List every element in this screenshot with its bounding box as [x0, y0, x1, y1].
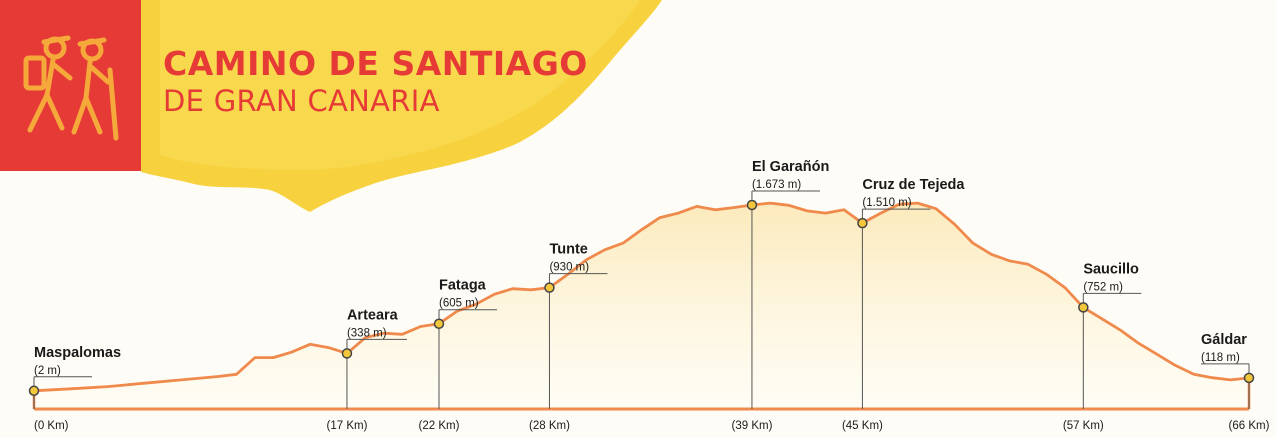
- km-tick-label: (0 Km): [34, 420, 69, 432]
- waypoint-name: Tunte: [549, 242, 587, 258]
- waypoint-elevation: (752 m): [1083, 281, 1123, 293]
- waypoint-elevation: (2 m): [34, 365, 61, 377]
- waypoint-name: El Garañón: [752, 159, 829, 175]
- waypoint-name: Maspalomas: [34, 345, 121, 361]
- hikers-icon: [23, 35, 119, 141]
- waypoint-marker: [1243, 372, 1255, 384]
- waypoint-marker: [857, 217, 868, 229]
- km-tick-label: (39 Km): [732, 420, 773, 432]
- waypoint-name: Gáldar: [1201, 332, 1247, 348]
- waypoint-name: Saucillo: [1083, 261, 1139, 277]
- waypoint-name: Cruz de Tejeda: [862, 177, 965, 193]
- waypoint-marker: [28, 385, 40, 397]
- waypoint-elevation: (930 m): [549, 262, 589, 274]
- km-tick-label: (45 Km): [842, 420, 883, 432]
- km-tick-label: (28 Km): [529, 420, 570, 432]
- waypoint-elevation: (338 m): [347, 327, 387, 339]
- waypoint-name: Arteara: [347, 307, 399, 323]
- waypoint-name: Fataga: [439, 278, 487, 294]
- waypoint-marker: [544, 282, 555, 293]
- page-title: CAMINO DE SANTIAGO: [163, 44, 588, 83]
- waypoint-elevation: (1.673 m): [752, 179, 801, 191]
- elevation-area: [34, 203, 1249, 409]
- logo-box: [0, 0, 141, 171]
- page-subtitle: DE GRAN CANARIA: [163, 84, 440, 118]
- elevation-profile-line: [33, 201, 1250, 393]
- waypoint-elevation: (1.510 m): [862, 197, 911, 209]
- waypoint-elevation: (605 m): [439, 298, 479, 310]
- waypoint-marker: [1078, 302, 1089, 313]
- km-tick-label: (22 Km): [419, 420, 460, 432]
- waypoint-marker: [746, 199, 758, 211]
- waypoint-marker: [341, 348, 353, 359]
- km-tick-label: (57 Km): [1063, 420, 1104, 432]
- km-tick-label: (66 Km): [1229, 420, 1270, 432]
- waypoint-marker: [433, 318, 445, 329]
- km-tick-label: (17 Km): [327, 420, 368, 432]
- waypoint-elevation: (118 m): [1201, 352, 1240, 364]
